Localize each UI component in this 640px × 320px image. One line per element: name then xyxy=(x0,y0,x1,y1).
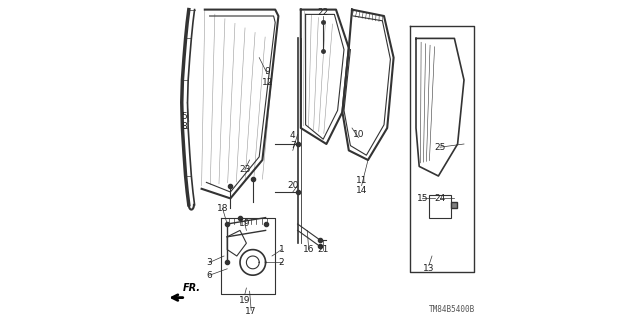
Bar xyxy=(429,195,451,218)
Text: 2: 2 xyxy=(279,258,284,267)
Text: 16: 16 xyxy=(303,245,314,254)
Text: 11
14: 11 14 xyxy=(356,176,367,195)
Text: 24: 24 xyxy=(435,194,445,203)
Text: 17: 17 xyxy=(246,308,257,316)
Text: FR.: FR. xyxy=(182,283,200,293)
Text: 22: 22 xyxy=(317,8,329,17)
Text: 5
8: 5 8 xyxy=(181,112,187,131)
Text: 15: 15 xyxy=(417,194,428,203)
Text: TM84B5400B: TM84B5400B xyxy=(429,305,475,314)
Text: 20: 20 xyxy=(287,181,298,190)
Text: 3: 3 xyxy=(207,258,212,267)
Text: 10: 10 xyxy=(353,130,364,139)
Text: 19: 19 xyxy=(239,220,250,228)
Text: 21: 21 xyxy=(317,245,329,254)
Text: 18: 18 xyxy=(217,204,228,212)
Text: 23: 23 xyxy=(239,165,250,174)
Text: 4
7: 4 7 xyxy=(290,131,296,150)
Text: 25: 25 xyxy=(435,143,445,152)
Text: 1: 1 xyxy=(279,245,284,254)
Text: 19: 19 xyxy=(239,296,250,305)
Text: 6: 6 xyxy=(207,271,212,280)
Text: 9
12: 9 12 xyxy=(262,67,273,86)
Text: 13: 13 xyxy=(423,264,435,273)
